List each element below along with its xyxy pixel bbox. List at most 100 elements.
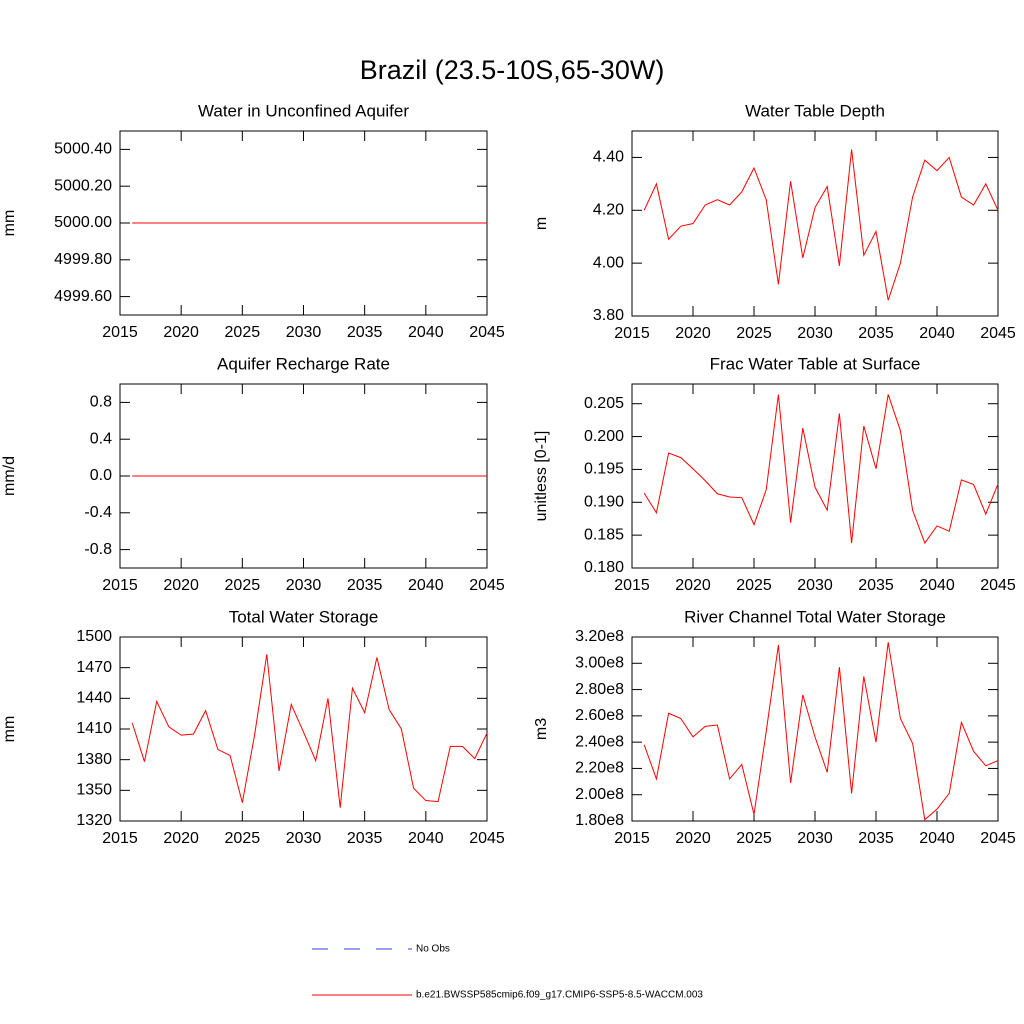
plot-frame — [631, 636, 999, 822]
panel-title: Water Table Depth — [745, 101, 885, 120]
x-tick-label: 2025 — [736, 577, 772, 594]
y-axis-label: mm — [1, 716, 18, 743]
x-tick-label: 2020 — [163, 324, 199, 341]
y-tick-label: 0.180 — [584, 559, 624, 576]
legend-label: No Obs — [416, 944, 450, 955]
y-tick-label: 2.60e8 — [575, 707, 624, 724]
x-tick-label: 2020 — [675, 577, 711, 594]
data-line — [643, 394, 999, 545]
x-tick-label: 2015 — [614, 325, 650, 342]
plot-frame — [631, 130, 999, 317]
y-axis-label: mm — [1, 210, 18, 237]
y-tick-label: 0.195 — [584, 461, 624, 478]
y-tick-label: 1.80e8 — [575, 812, 624, 829]
y-tick-label: 5000.20 — [54, 177, 112, 194]
panel-title: Water in Unconfined Aquifer — [198, 101, 409, 120]
x-tick-label: 2020 — [675, 325, 711, 342]
x-tick-label: 2030 — [797, 577, 833, 594]
x-tick-label: 2045 — [980, 577, 1016, 594]
x-tick-label: 2015 — [102, 324, 138, 341]
x-tick-label: 2030 — [286, 324, 322, 341]
x-tick-label: 2020 — [675, 830, 711, 847]
x-tick-label: 2025 — [225, 324, 261, 341]
y-tick-label: 1410 — [76, 720, 112, 737]
y-tick-label: 3.00e8 — [575, 655, 624, 672]
x-tick-label: 2025 — [225, 830, 261, 847]
y-tick-label: 1470 — [76, 659, 112, 676]
x-tick-label: 2040 — [919, 325, 955, 342]
y-tick-label: 5000.00 — [54, 214, 112, 231]
x-tick-label: 2035 — [347, 324, 383, 341]
y-tick-label: 4999.60 — [54, 288, 112, 305]
x-tick-label: 2040 — [919, 830, 955, 847]
x-tick-label: 2030 — [797, 830, 833, 847]
y-tick-label: -0.8 — [84, 541, 112, 558]
y-tick-label: 4.40 — [593, 149, 624, 166]
y-tick-label: 2.80e8 — [575, 681, 624, 698]
x-tick-label: 2020 — [163, 830, 199, 847]
x-tick-label: 2045 — [980, 325, 1016, 342]
figure-title: Brazil (23.5-10S,65-30W) — [360, 55, 665, 85]
y-tick-label: 0.205 — [584, 395, 624, 412]
y-tick-label: 0.8 — [90, 394, 112, 411]
x-tick-label: 2035 — [347, 830, 383, 847]
data-line — [643, 642, 999, 821]
y-tick-label: 2.20e8 — [575, 760, 624, 777]
x-tick-label: 2045 — [469, 324, 505, 341]
y-tick-label: 4999.80 — [54, 251, 112, 268]
x-tick-label: 2040 — [408, 577, 444, 594]
y-tick-label: 5000.40 — [54, 141, 112, 158]
y-tick-label: 2.40e8 — [575, 733, 624, 750]
x-tick-label: 2045 — [469, 830, 505, 847]
y-tick-label: 1320 — [76, 812, 112, 829]
y-tick-label: 1380 — [76, 751, 112, 768]
panel-title: Total Water Storage — [229, 607, 379, 626]
y-axis-label: unitless [0-1] — [533, 431, 550, 522]
y-tick-label: 1440 — [76, 690, 112, 707]
x-tick-label: 2015 — [614, 577, 650, 594]
x-tick-label: 2035 — [858, 577, 894, 594]
panel-title: Aquifer Recharge Rate — [217, 354, 390, 373]
x-tick-label: 2040 — [919, 577, 955, 594]
x-tick-label: 2030 — [797, 325, 833, 342]
panel-title: River Channel Total Water Storage — [684, 607, 946, 626]
x-tick-label: 2025 — [225, 577, 261, 594]
x-tick-label: 2030 — [286, 830, 322, 847]
y-tick-label: 2.00e8 — [575, 786, 624, 803]
x-tick-label: 2015 — [102, 577, 138, 594]
x-tick-label: 2045 — [980, 830, 1016, 847]
data-line — [643, 149, 999, 301]
x-tick-label: 2015 — [614, 830, 650, 847]
y-tick-label: -0.4 — [84, 504, 112, 521]
x-tick-label: 2035 — [858, 325, 894, 342]
x-tick-label: 2040 — [408, 324, 444, 341]
x-tick-label: 2025 — [736, 830, 772, 847]
x-tick-label: 2015 — [102, 830, 138, 847]
y-axis-label: m — [533, 217, 550, 230]
x-tick-label: 2035 — [347, 577, 383, 594]
y-tick-label: 0.0 — [90, 467, 112, 484]
y-tick-label: 0.190 — [584, 494, 624, 511]
y-axis-label: m3 — [533, 718, 550, 740]
y-tick-label: 0.185 — [584, 526, 624, 543]
y-tick-label: 0.200 — [584, 428, 624, 445]
y-axis-label: mm/d — [1, 456, 18, 496]
data-line — [131, 654, 488, 808]
panel-title: Frac Water Table at Surface — [710, 354, 921, 373]
plot-frame — [631, 383, 999, 569]
x-tick-label: 2025 — [736, 325, 772, 342]
y-tick-label: 3.20e8 — [575, 628, 624, 645]
x-tick-label: 2045 — [469, 577, 505, 594]
x-tick-label: 2035 — [858, 830, 894, 847]
y-tick-label: 1500 — [76, 628, 112, 645]
y-tick-label: 4.00 — [593, 254, 624, 271]
y-tick-label: 0.4 — [90, 430, 112, 447]
x-tick-label: 2030 — [286, 577, 322, 594]
plot-frame — [119, 636, 488, 822]
y-tick-label: 3.80 — [593, 307, 624, 324]
y-tick-label: 4.20 — [593, 202, 624, 219]
x-tick-label: 2020 — [163, 577, 199, 594]
legend-label: b.e21.BWSSP585cmip6.f09_g17.CMIP6-SSP5-8… — [416, 990, 703, 1001]
y-tick-label: 1350 — [76, 782, 112, 799]
